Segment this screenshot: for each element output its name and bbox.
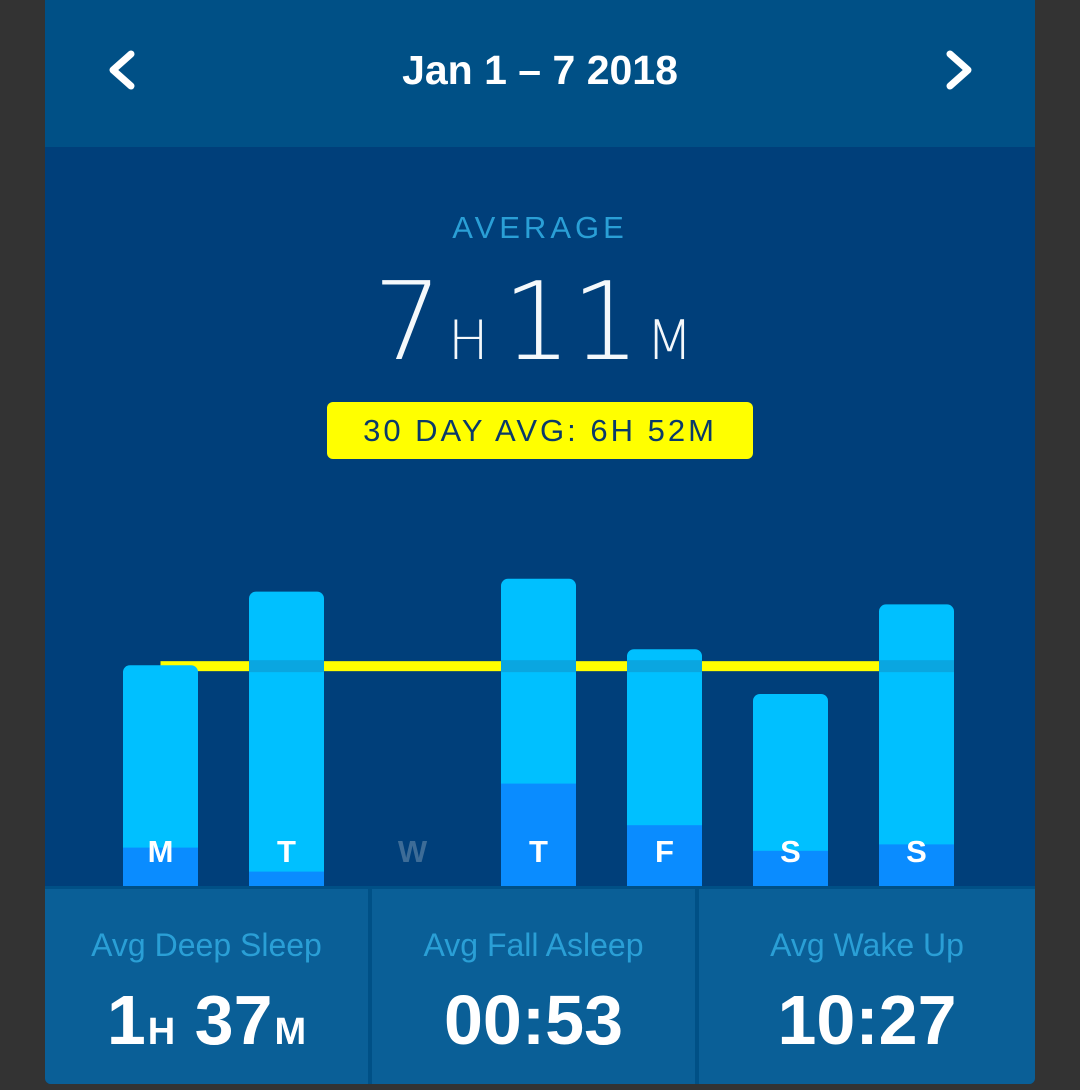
avg-deep-sleep-label: Avg Deep Sleep (91, 927, 322, 963)
total-sleep-bar[interactable] (123, 665, 198, 886)
deep-sleep-bar (249, 871, 324, 886)
deep-sleep-bar (753, 850, 828, 886)
previous-week-button[interactable] (89, 38, 159, 102)
avg-fall-asleep-label: Avg Fall Asleep (423, 927, 644, 963)
day-label: W (398, 834, 428, 869)
average-label: AVERAGE (452, 210, 628, 245)
chevron-left-icon (109, 50, 135, 90)
average-sleep-time: 7 H 11 M (45, 268, 1035, 410)
deep-sleep-bar (627, 825, 702, 886)
avg-wake-up-value: 10:27 (777, 981, 957, 1059)
average-line-overlap (627, 660, 702, 673)
deep-sleep-minutes-unit: M (274, 1011, 307, 1053)
total-sleep-bar[interactable] (879, 604, 954, 886)
date-range-title: Jan 1 – 7 2018 (402, 47, 678, 93)
day-label: S (780, 834, 801, 869)
sleep-summary-screen: Jan 1 – 7 2018 AVERAGE 7 H 11 M 30 DAY AVG:… (45, 0, 1035, 1084)
day-label: F (655, 834, 674, 869)
total-sleep-bar[interactable] (753, 694, 828, 886)
average-line-overlap (249, 660, 324, 673)
avg-fall-asleep-value: 00:53 (443, 981, 624, 1059)
hours-unit: H (448, 309, 489, 372)
deep-sleep-bar (879, 844, 954, 886)
deep-sleep-hours-unit: H (147, 1011, 176, 1053)
avg-wake-up-card[interactable]: Avg Wake Up 10:27 (699, 889, 1035, 1084)
avg-fall-asleep-card[interactable]: Avg Fall Asleep 00:53 (372, 889, 695, 1084)
deep-sleep-hours: 1 (106, 981, 146, 1059)
minutes-unit: M (646, 309, 693, 372)
deep-sleep-bar (501, 783, 576, 886)
chevron-right-icon (946, 50, 972, 90)
next-week-button[interactable] (924, 38, 994, 102)
day-label: T (277, 834, 296, 869)
day-label: M (148, 834, 174, 869)
stats-panel: Avg Deep Sleep 1H 37M Avg Fall Asleep 00… (45, 886, 1035, 1084)
deep-sleep-minutes: 37 (194, 981, 273, 1059)
average-minutes: 11 (502, 260, 641, 385)
thirty-day-average-badge: 30 DAY AVG: 6H 52M (327, 402, 753, 459)
day-label: S (906, 834, 927, 869)
avg-deep-sleep-card[interactable]: Avg Deep Sleep 1H 37M (45, 889, 368, 1084)
header-bar: Jan 1 – 7 2018 (45, 0, 1035, 147)
average-hours: 7 (373, 260, 443, 385)
avg-deep-sleep-value: 1H 37M (45, 975, 368, 1077)
day-label: T (529, 834, 548, 869)
avg-wake-up-label: Avg Wake Up (770, 927, 964, 963)
deep-sleep-bar (123, 847, 198, 886)
average-line-overlap (879, 660, 954, 673)
average-line-overlap (501, 660, 576, 673)
